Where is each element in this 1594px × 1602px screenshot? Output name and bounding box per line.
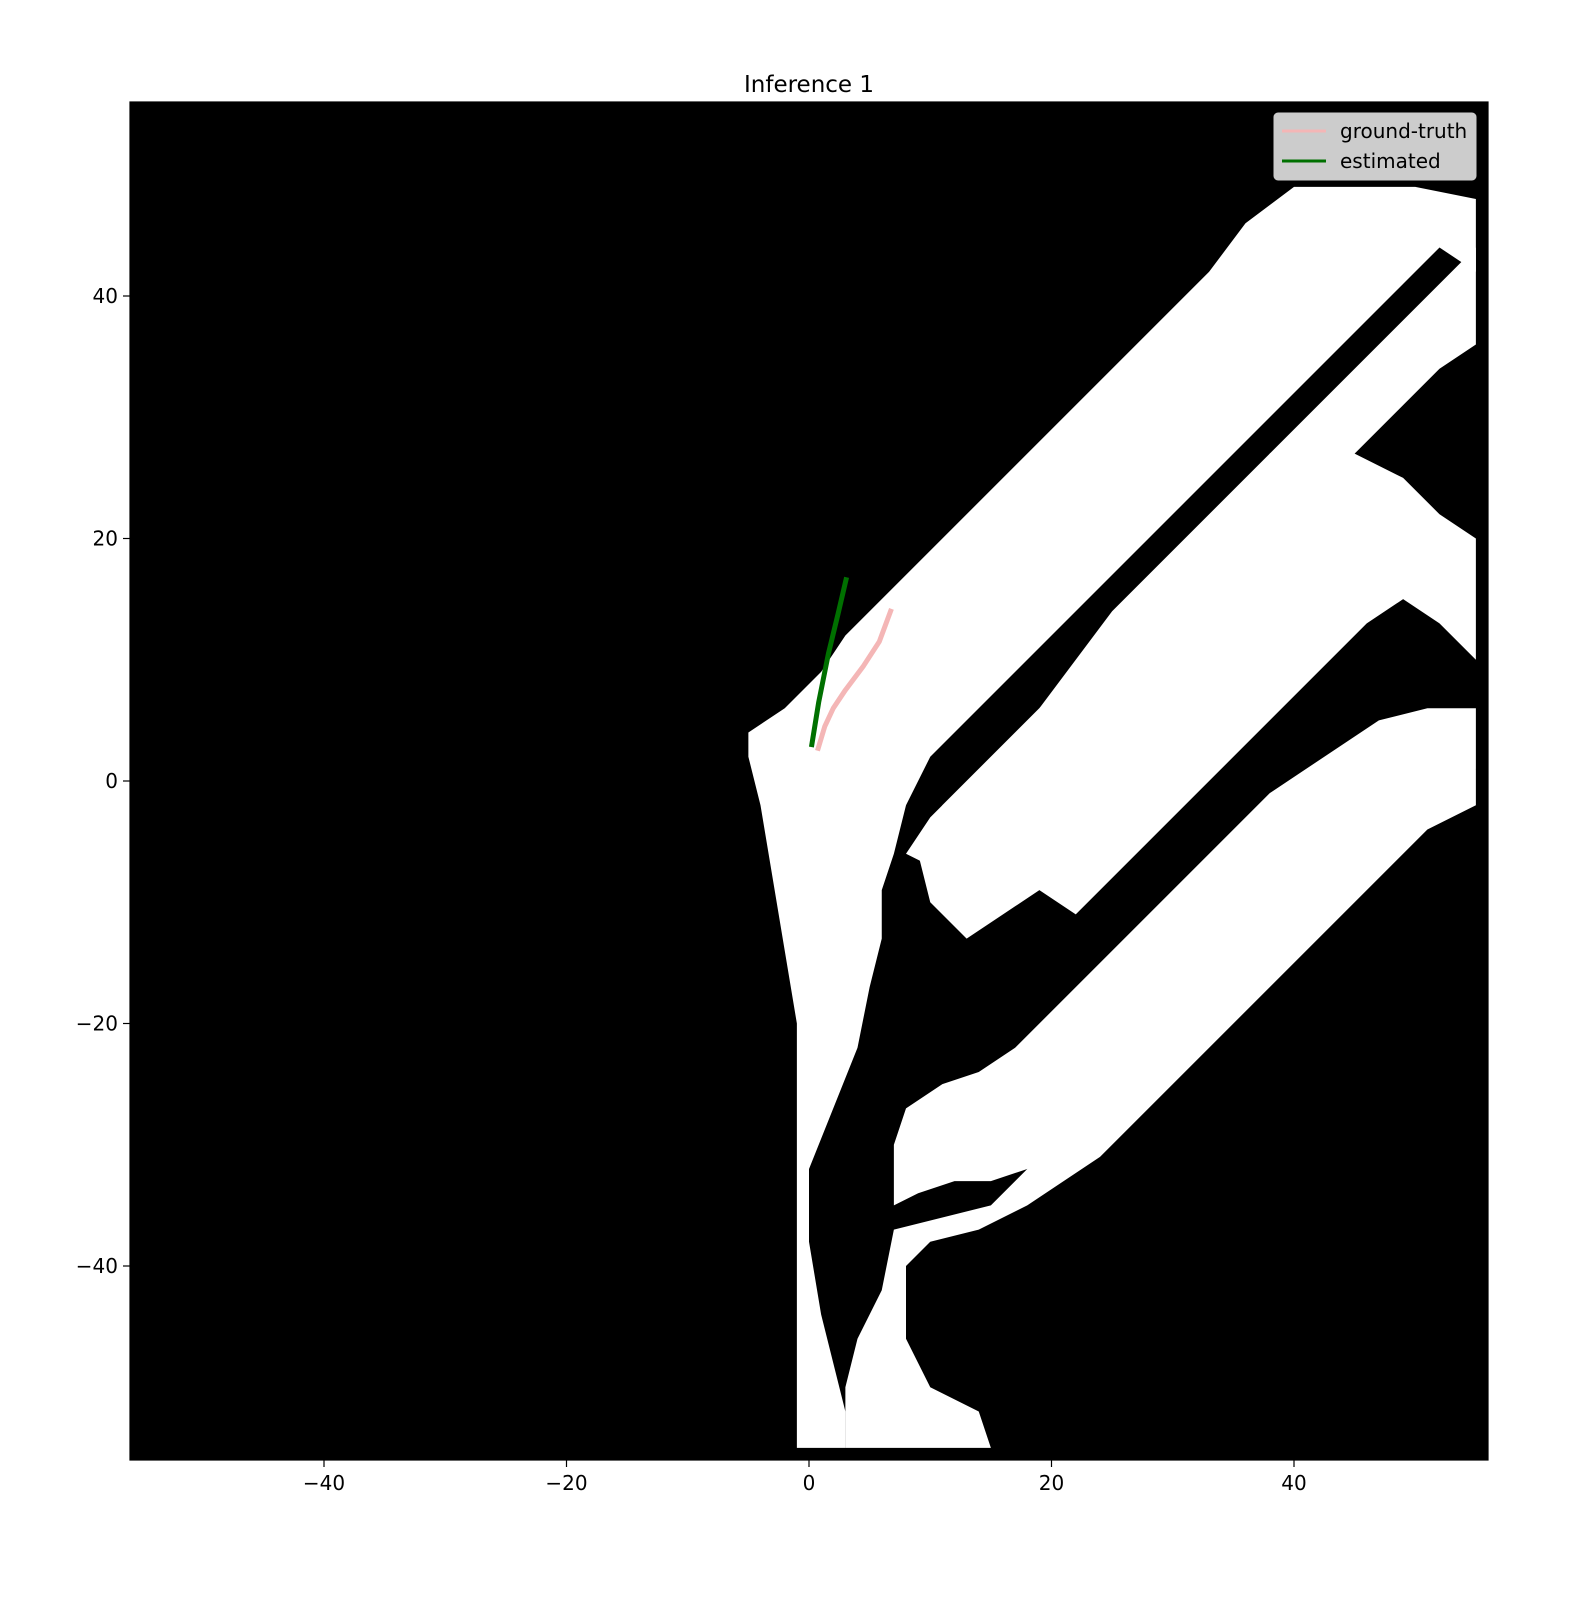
- y-tick-label: 20: [93, 527, 118, 551]
- x-tick-label: −20: [545, 1471, 587, 1495]
- legend: ground-truth estimated: [1273, 112, 1477, 181]
- free-space-region-2: [918, 429, 1476, 939]
- series-line-estimated: [808, 576, 850, 748]
- legend-label-ground-truth: ground-truth: [1340, 119, 1467, 143]
- y-axis: 40 20 0 −20 −40: [76, 284, 130, 1278]
- x-tick-label: 20: [1039, 1471, 1064, 1495]
- y-tick-label: 40: [93, 284, 118, 308]
- series-line-ground-truth: [815, 607, 894, 752]
- free-space-region-3: [893, 708, 1476, 1206]
- free-space-layer: [748, 186, 1476, 1448]
- x-tick-label: −40: [303, 1471, 345, 1495]
- free-space-region-4: [845, 768, 1476, 1448]
- series-layer: [808, 576, 894, 752]
- plot-area: [129, 101, 1489, 1461]
- chart-title: Inference 1: [744, 72, 874, 98]
- x-tick-label: 40: [1281, 1471, 1306, 1495]
- y-tick-label: −40: [76, 1254, 118, 1278]
- legend-label-estimated: estimated: [1340, 149, 1441, 173]
- y-tick-label: −20: [76, 1012, 118, 1036]
- y-tick-label: 0: [105, 769, 118, 793]
- free-space-region-0: [748, 186, 1476, 1448]
- x-axis: −40 −20 0 20 40: [303, 1460, 1307, 1495]
- x-tick-label: 0: [803, 1471, 816, 1495]
